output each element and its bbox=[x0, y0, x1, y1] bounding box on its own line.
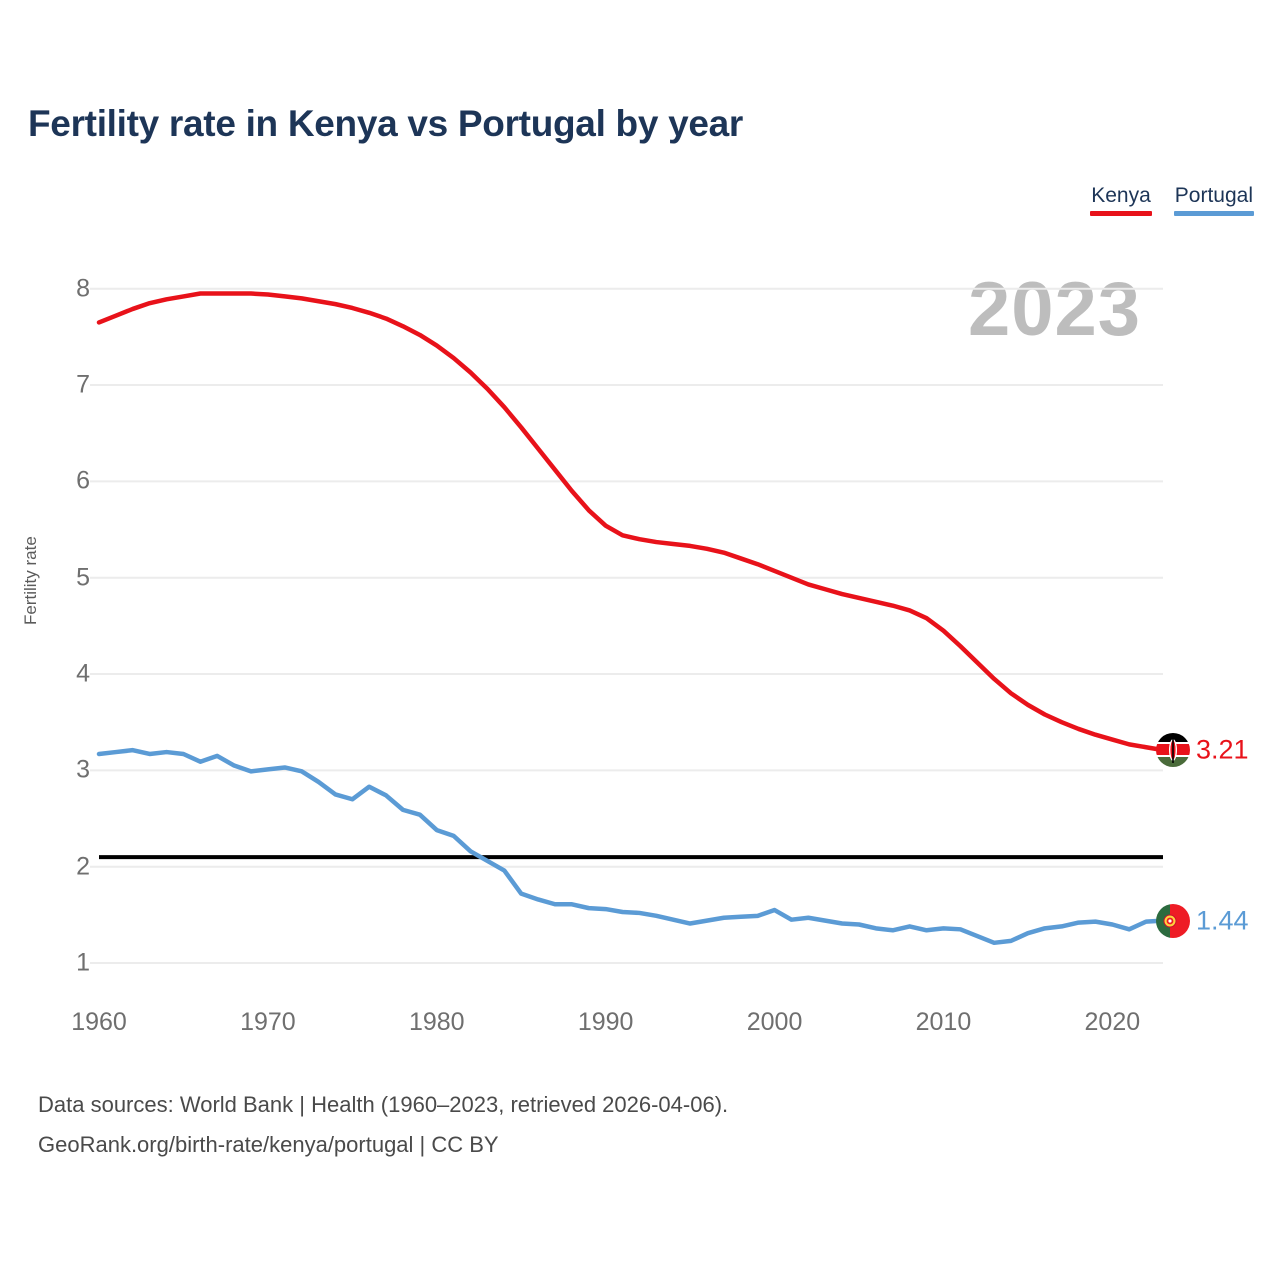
kenya-flag-icon bbox=[1156, 733, 1190, 768]
footer-line-1: Data sources: World Bank | Health (1960–… bbox=[38, 1092, 729, 1117]
legend-swatch-portugal bbox=[1173, 211, 1254, 216]
x-tick-label: 1980 bbox=[408, 1008, 465, 1036]
x-tick-label: 2000 bbox=[746, 1008, 803, 1036]
x-tick-label: 1990 bbox=[577, 1008, 634, 1036]
footer-line-2: GeoRank.org/birth-rate/kenya/portugal | … bbox=[38, 1132, 499, 1157]
y-tick-label: 7 bbox=[76, 370, 90, 399]
y-tick-label: 2 bbox=[76, 852, 90, 881]
legend-item-kenya[interactable]: Kenya bbox=[1090, 183, 1152, 216]
year-watermark: 2023 bbox=[968, 267, 1142, 352]
x-tick-label: 1970 bbox=[240, 1008, 296, 1036]
page-title: Fertility rate in Kenya vs Portugal by y… bbox=[28, 103, 744, 144]
chart-gridlines bbox=[90, 287, 1163, 965]
portugal-flag-icon bbox=[1156, 903, 1190, 938]
y-tick-label: 4 bbox=[76, 659, 90, 688]
chart-legend: Kenya Portugal bbox=[1090, 183, 1254, 216]
x-tick-label: 2020 bbox=[1084, 1008, 1141, 1036]
y-tick-label: 5 bbox=[76, 563, 90, 592]
series-line-portugal bbox=[96, 747, 1166, 946]
y-tick-label: 3 bbox=[76, 755, 90, 784]
y-tick-label: 6 bbox=[76, 466, 90, 495]
x-tick-label: 2010 bbox=[915, 1008, 972, 1036]
series-line-kenya bbox=[96, 291, 1166, 753]
end-value-kenya: 3.21 bbox=[1196, 734, 1249, 765]
legend-label-portugal: Portugal bbox=[1174, 184, 1253, 207]
footer-sources: Data sources: World Bank | Health (1960–… bbox=[38, 1085, 728, 1165]
y-tick-label: 1 bbox=[76, 948, 90, 977]
x-tick-label: 1960 bbox=[71, 1008, 127, 1036]
y-tick-label: 8 bbox=[76, 274, 90, 303]
legend-item-portugal[interactable]: Portugal bbox=[1173, 183, 1254, 216]
legend-label-kenya: Kenya bbox=[1091, 184, 1151, 207]
legend-swatch-kenya bbox=[1090, 211, 1152, 216]
end-value-portugal: 1.44 bbox=[1196, 905, 1249, 936]
